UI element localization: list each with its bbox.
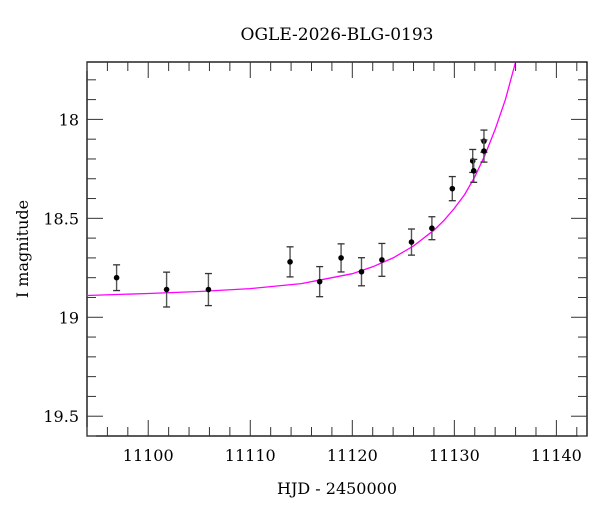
x-tick-label: 11140 [531, 446, 582, 465]
plot-area [86, 61, 588, 437]
y-tick-label: 18 [59, 110, 79, 129]
x-tick-label: 11130 [429, 446, 480, 465]
data-point [378, 242, 386, 277]
data-point [428, 216, 436, 241]
data-point [337, 243, 345, 273]
chart-title: OGLE-2026-BLG-0193 [241, 25, 434, 45]
data-point [480, 139, 488, 163]
y-axis-label: I magnitude [13, 200, 32, 298]
model-curve [87, 62, 517, 297]
plot-frame [86, 61, 588, 437]
data-point [286, 246, 294, 278]
x-tick-label: 11100 [123, 446, 174, 465]
data-point [357, 257, 365, 287]
x-tick-label: 11120 [327, 446, 378, 465]
x-axis-label: HJD - 2450000 [277, 479, 397, 498]
data-point [407, 228, 415, 256]
data-point [113, 264, 121, 292]
data-point [448, 175, 456, 202]
x-axis: 11100 11110 11120 11130 11140 [86, 62, 582, 465]
y-tick-label: 19.5 [43, 407, 79, 426]
y-axis: 18 18.5 19 19.5 [43, 79, 587, 437]
x-tick-label: 11110 [225, 446, 276, 465]
y-tick-label: 18.5 [43, 209, 79, 228]
data-point [316, 265, 324, 298]
data-point [204, 272, 212, 307]
data-point [470, 158, 478, 183]
y-tick-label: 19 [59, 308, 79, 327]
data-point [163, 271, 171, 308]
